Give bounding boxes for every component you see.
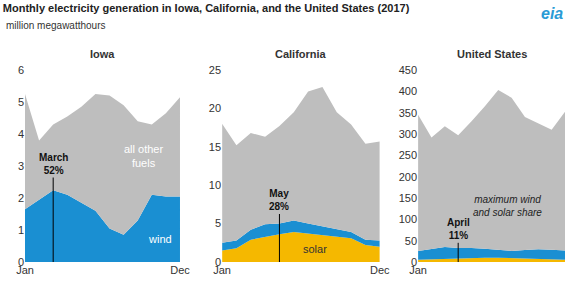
svg-text:million megawatthours: million megawatthours (6, 20, 106, 31)
svg-text:200: 200 (399, 171, 417, 183)
svg-text:450: 450 (399, 64, 417, 76)
svg-text:March52%: March52% (39, 152, 68, 176)
svg-text:150: 150 (399, 192, 417, 204)
svg-text:50: 50 (405, 235, 417, 247)
svg-text:Jan: Jan (409, 264, 427, 276)
svg-text:3: 3 (18, 160, 24, 172)
svg-text:maximum windand solar share: maximum windand solar share (473, 194, 542, 218)
svg-text:Dec: Dec (370, 264, 390, 276)
svg-text:all otherfuels: all otherfuels (124, 143, 163, 169)
svg-text:20: 20 (209, 102, 221, 114)
svg-text:10: 10 (209, 179, 221, 191)
svg-text:Jan: Jan (213, 264, 231, 276)
svg-text:5: 5 (215, 217, 221, 229)
svg-text:0: 0 (215, 256, 221, 268)
svg-text:United States: United States (457, 48, 527, 60)
svg-text:1: 1 (18, 224, 24, 236)
svg-text:15: 15 (209, 141, 221, 153)
svg-text:Iowa: Iowa (90, 48, 115, 60)
svg-text:2: 2 (18, 192, 24, 204)
svg-text:100: 100 (399, 213, 417, 225)
svg-text:California: California (275, 48, 327, 60)
svg-text:0: 0 (18, 256, 24, 268)
svg-text:350: 350 (399, 107, 417, 119)
svg-text:eia: eia (541, 5, 563, 22)
svg-text:4: 4 (18, 128, 24, 140)
svg-text:300: 300 (399, 128, 417, 140)
svg-text:Jan: Jan (16, 264, 34, 276)
svg-text:400: 400 (399, 85, 417, 97)
svg-text:250: 250 (399, 149, 417, 161)
svg-text:May28%: May28% (269, 188, 289, 212)
svg-text:5: 5 (18, 96, 24, 108)
svg-text:Dec: Dec (170, 264, 190, 276)
svg-text:25: 25 (209, 64, 221, 76)
svg-text:solar: solar (303, 243, 327, 255)
svg-text:Monthly electricity generation: Monthly electricity generation in Iowa, … (3, 2, 410, 14)
svg-text:6: 6 (18, 64, 24, 76)
svg-text:0: 0 (411, 256, 417, 268)
svg-text:wind: wind (148, 233, 172, 245)
svg-text:April11%: April11% (447, 217, 470, 241)
